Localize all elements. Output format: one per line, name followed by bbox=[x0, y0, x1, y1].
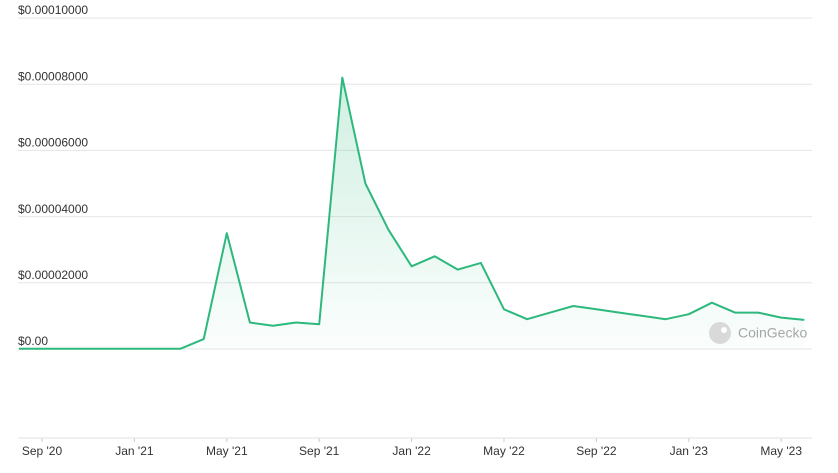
x-tick-label: Sep '20 bbox=[22, 444, 63, 458]
y-tick-label: $0.00008000 bbox=[18, 69, 88, 83]
price-line bbox=[18, 76, 805, 350]
x-tick-label: Jan '21 bbox=[115, 444, 154, 458]
watermark-text: CoinGecko bbox=[738, 325, 807, 341]
y-tick-label: $0.00006000 bbox=[18, 136, 88, 150]
y-tick-label: $0.00010000 bbox=[18, 3, 88, 17]
watermark: CoinGecko bbox=[709, 322, 807, 344]
x-tick-label: Jan '23 bbox=[670, 444, 709, 458]
plot: $0.00 $0.00002000 $0.00004000 $0.00006000 $0… bbox=[18, 3, 812, 458]
y-tick-label: $0.00002000 bbox=[18, 268, 88, 282]
watermark-logo bbox=[709, 322, 731, 344]
x-tick-label: Sep '22 bbox=[576, 444, 617, 458]
x-tick-label: May '23 bbox=[760, 444, 802, 458]
x-tick-label: May '22 bbox=[483, 444, 525, 458]
x-tick-label: Jan '22 bbox=[392, 444, 431, 458]
x-tick-label: May '21 bbox=[206, 444, 248, 458]
watermark-logo-eye bbox=[721, 327, 727, 333]
area-fill bbox=[18, 77, 805, 349]
y-tick-label: $0.00 bbox=[18, 334, 48, 348]
y-tick-label: $0.00004000 bbox=[18, 202, 88, 216]
x-tick-label: Sep '21 bbox=[299, 444, 340, 458]
